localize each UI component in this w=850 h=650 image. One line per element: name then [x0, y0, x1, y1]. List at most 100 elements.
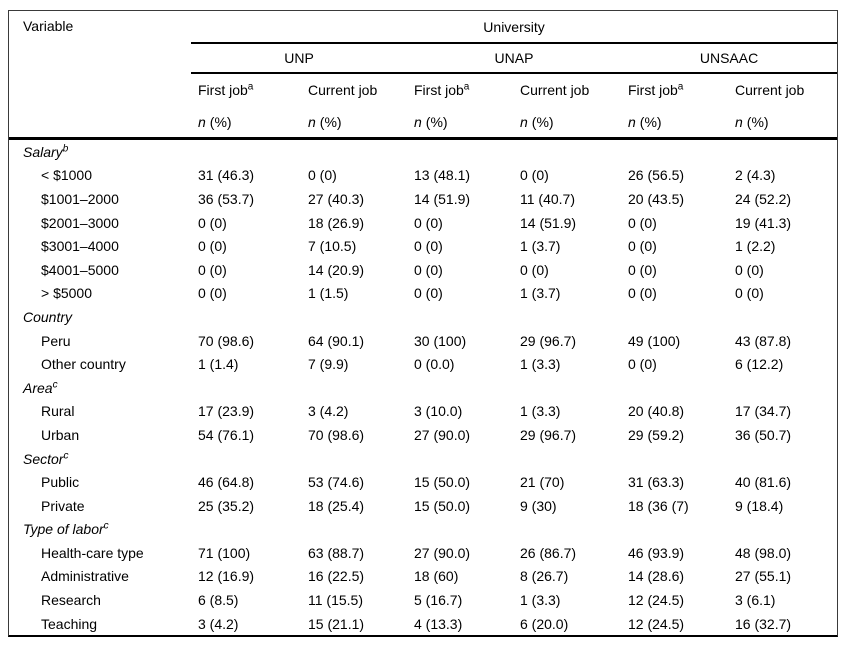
data-row: Research 6 (8.5) 11 (15.5) 5 (16.7) 1 (3.3) 1…	[9, 588, 837, 612]
data-cell: 1 (3.3)	[520, 592, 561, 609]
data-cell: 17 (23.9)	[198, 403, 255, 420]
data-cell: 3 (4.2)	[308, 403, 349, 420]
n-label: n	[308, 113, 316, 130]
n-label: n	[414, 113, 422, 130]
data-cell: 0 (0)	[308, 167, 337, 184]
data-cell: 0 (0)	[198, 261, 227, 278]
group-row: Sectorc	[9, 447, 837, 471]
row-label: Health-care type	[41, 544, 144, 561]
data-cell: 19 (41.3)	[735, 214, 792, 231]
data-cell: 31 (46.3)	[198, 167, 255, 184]
n-pct-header: n (%)	[728, 106, 837, 139]
data-cell: 0 (0)	[414, 261, 443, 278]
data-cell: 0 (0)	[198, 214, 227, 231]
data-cell: 12 (24.5)	[628, 592, 685, 609]
group-row: Salaryb	[9, 136, 838, 164]
data-row: Health-care type 71 (100) 63 (88.7) 27 (90.…	[9, 541, 837, 565]
row-label: > $5000	[41, 285, 92, 302]
data-cell: 27 (40.3)	[308, 190, 365, 207]
data-cell: 7 (9.9)	[308, 356, 349, 373]
data-cell: 1 (3.7)	[520, 238, 561, 255]
university-unsaac: UNSAAC	[621, 43, 838, 74]
data-cell: 46 (93.9)	[628, 544, 685, 561]
n-pct-header: n (%)	[407, 106, 513, 139]
n-pct-header: n (%)	[621, 106, 728, 139]
group-label-text: Type of labor	[23, 521, 104, 538]
data-cell: 0 (0)	[628, 238, 657, 255]
group-footnote-mark: b	[62, 143, 69, 155]
row-label: Private	[41, 497, 85, 514]
group-label: Country	[9, 305, 837, 329]
n-pct-header: n (%)	[513, 106, 621, 139]
data-cell: 0 (0)	[628, 285, 657, 302]
data-cell: 27 (55.1)	[735, 568, 792, 585]
data-cell: 3 (10.0)	[414, 403, 463, 420]
data-cell: 29 (96.7)	[520, 426, 577, 443]
data-cell: 11 (40.7)	[520, 190, 575, 207]
current-job-header: Current job	[728, 73, 837, 106]
data-cell: 24 (52.2)	[735, 190, 792, 207]
first-job-footnote-mark: a	[247, 81, 254, 93]
data-row: $1001–2000 36 (53.7) 27 (40.3) 14 (51.9) 11 …	[9, 187, 837, 211]
data-cell: 49 (100)	[628, 332, 681, 349]
current-job-header: Current job	[301, 73, 407, 106]
data-cell: 0 (0)	[414, 238, 443, 255]
data-cell: 0 (0)	[414, 285, 443, 302]
data-row: Public 46 (64.8) 53 (74.6) 15 (50.0) 21 (70)…	[9, 470, 837, 494]
pct-label: (%)	[319, 113, 342, 130]
data-cell: 63 (88.7)	[308, 544, 365, 561]
data-cell: 43 (87.8)	[735, 332, 792, 349]
data-cell: 18 (36 (7)	[628, 497, 689, 514]
row-label: Other country	[41, 356, 126, 373]
group-label: Sectorc	[9, 447, 837, 471]
data-cell: 1 (2.2)	[735, 238, 776, 255]
table-frame: Variable University UNP UNAP UNSAAC Firs…	[8, 10, 838, 638]
data-row: Teaching 3 (4.2) 15 (21.1) 4 (13.3) 6 (20.0)…	[9, 612, 837, 636]
data-cell: 70 (98.6)	[198, 332, 255, 349]
university-unp: UNP	[191, 43, 407, 74]
data-cell: 11 (15.5)	[308, 592, 363, 609]
header-row-university-names: UNP UNAP UNSAAC	[9, 43, 838, 74]
first-job-footnote-mark: a	[463, 81, 470, 93]
data-cell: 18 (26.9)	[308, 214, 365, 231]
variable-header: Variable	[9, 11, 191, 139]
row-label: Urban	[41, 426, 80, 443]
group-label: Salaryb	[9, 136, 838, 164]
data-cell: 0 (0.0)	[414, 356, 455, 373]
data-row: $4001–5000 0 (0) 14 (20.9) 0 (0) 0 (0) 0 (0) 0…	[9, 258, 837, 282]
group-label-text: Area	[23, 379, 53, 396]
group-row: Areac	[9, 376, 837, 400]
data-cell: 26 (56.5)	[628, 167, 685, 184]
header-row-job-type: First joba Current job First joba Curren…	[9, 73, 837, 106]
data-cell: 9 (18.4)	[735, 497, 784, 514]
row-label: $1001–2000	[41, 190, 119, 207]
university-header: University	[191, 11, 838, 44]
row-label: < $1000	[41, 167, 92, 184]
data-cell: 3 (4.2)	[198, 615, 239, 632]
data-cell: 15 (21.1)	[308, 615, 365, 632]
data-cell: 1 (3.3)	[520, 403, 561, 420]
data-cell: 14 (51.9)	[520, 214, 577, 231]
data-row: Private 25 (35.2) 18 (25.4) 15 (50.0) 9 (30)…	[9, 494, 837, 518]
data-cell: 14 (51.9)	[414, 190, 471, 207]
row-label: $3001–4000	[41, 238, 119, 255]
data-cell: 20 (43.5)	[628, 190, 685, 207]
data-row: $2001–3000 0 (0) 18 (26.9) 0 (0) 14 (51.9) 0 …	[9, 211, 837, 235]
data-cell: 4 (13.3)	[414, 615, 463, 632]
first-job-header: First joba	[407, 73, 513, 106]
data-cell: 13 (48.1)	[414, 167, 471, 184]
first-job-label: First job	[628, 82, 678, 98]
data-cell: 40 (81.6)	[735, 474, 792, 491]
table-header: Variable University UNP UNAP UNSAAC Firs…	[9, 11, 838, 139]
data-cell: 31 (63.3)	[628, 474, 685, 491]
data-cell: 0 (0)	[628, 261, 657, 278]
data-cell: 64 (90.1)	[308, 332, 365, 349]
data-cell: 5 (16.7)	[414, 592, 463, 609]
n-label: n	[735, 113, 743, 130]
data-cell: 16 (22.5)	[308, 568, 365, 585]
data-cell: 18 (60)	[414, 568, 459, 585]
current-job-label: Current job	[735, 82, 805, 98]
data-row: > $5000 0 (0) 1 (1.5) 0 (0) 1 (3.7) 0 (0) 0 (0…	[9, 282, 837, 306]
first-job-header: First joba	[191, 73, 301, 106]
data-cell: 30 (100)	[414, 332, 467, 349]
